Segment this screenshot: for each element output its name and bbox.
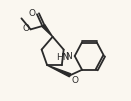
Text: N: N	[65, 52, 72, 61]
Text: O: O	[72, 76, 79, 85]
Polygon shape	[47, 65, 71, 77]
Polygon shape	[42, 25, 53, 37]
Text: O: O	[28, 9, 35, 18]
Text: HN: HN	[56, 53, 69, 62]
Text: O: O	[23, 24, 30, 33]
